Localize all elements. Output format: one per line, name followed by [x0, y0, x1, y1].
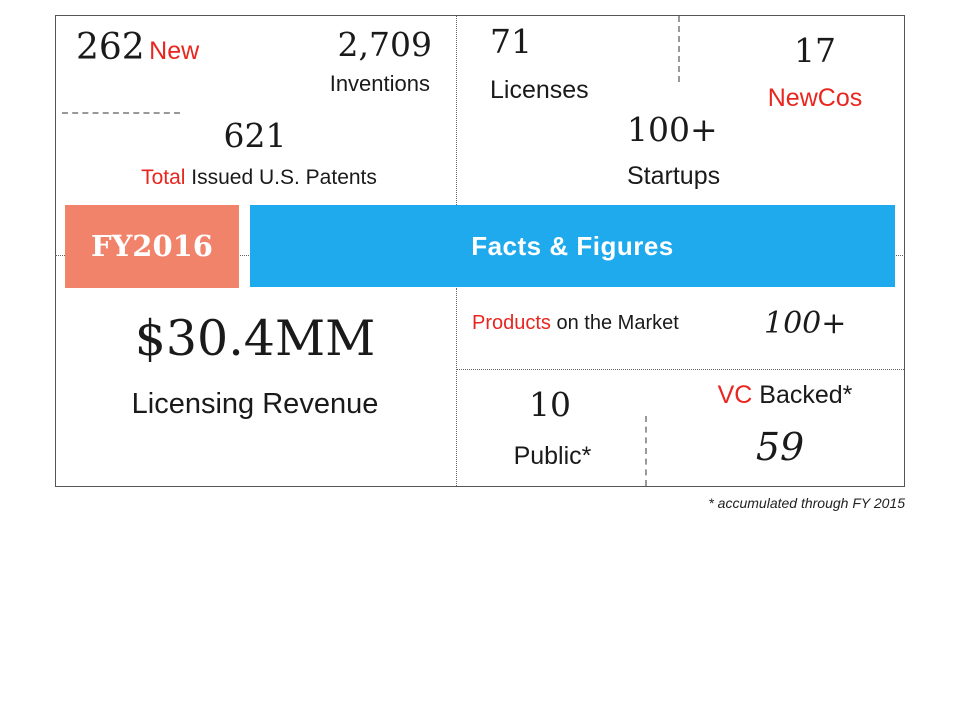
inventions-count: 2,709	[337, 25, 432, 64]
vc-backed-count: 59	[755, 425, 805, 469]
revenue-label: Licensing Revenue	[131, 388, 379, 420]
startups-count: 100+	[627, 110, 718, 149]
products-label-highlight: Products	[472, 312, 551, 334]
patents-label-highlight: Total	[141, 166, 186, 189]
public-vc-dash	[645, 416, 647, 486]
vc-backed-label-highlight: VC	[717, 381, 753, 409]
patents-label-rest: Issued U.S. Patents	[185, 166, 377, 189]
public-label: Public*	[513, 442, 592, 470]
licenses-label: Licenses	[490, 76, 589, 104]
startups-label: Startups	[627, 162, 721, 190]
vc-backed-label-rest: Backed*	[752, 381, 853, 409]
new-inventions-stat: 262 New	[76, 27, 199, 68]
fiscal-year-badge	[65, 205, 239, 288]
newcos-count: 17	[794, 31, 836, 70]
products-count: 100+	[764, 306, 847, 341]
fiscal-year-text: FY2016	[90, 229, 213, 263]
patents-count: 621	[223, 116, 287, 155]
facts-figures-title: Facts & Figures	[471, 231, 674, 261]
products-label: Products on the Market	[472, 312, 679, 335]
public-count: 10	[529, 385, 571, 424]
figures-frame	[55, 15, 905, 487]
products-label-rest: on the Market	[550, 312, 679, 334]
inventions-label: Inventions	[329, 71, 430, 96]
facts-figures-banner	[250, 205, 895, 287]
patents-label: Total Issued U.S. Patents	[100, 166, 418, 190]
products-divider	[456, 369, 904, 370]
newcos-label: NewCos	[767, 84, 863, 112]
footnote: * accumulated through FY 2015	[708, 495, 905, 511]
vc-backed-label: VC Backed*	[690, 381, 880, 410]
new-inventions-label: New	[149, 37, 200, 65]
bottom-center-divider	[456, 288, 457, 486]
new-inventions-count: 262	[76, 27, 145, 68]
licenses-newcos-dash	[678, 16, 680, 82]
top-center-divider	[456, 16, 457, 205]
new-patents-dash	[62, 112, 180, 114]
revenue-amount: $30.4MM	[134, 310, 376, 367]
licenses-count: 71	[490, 22, 532, 61]
